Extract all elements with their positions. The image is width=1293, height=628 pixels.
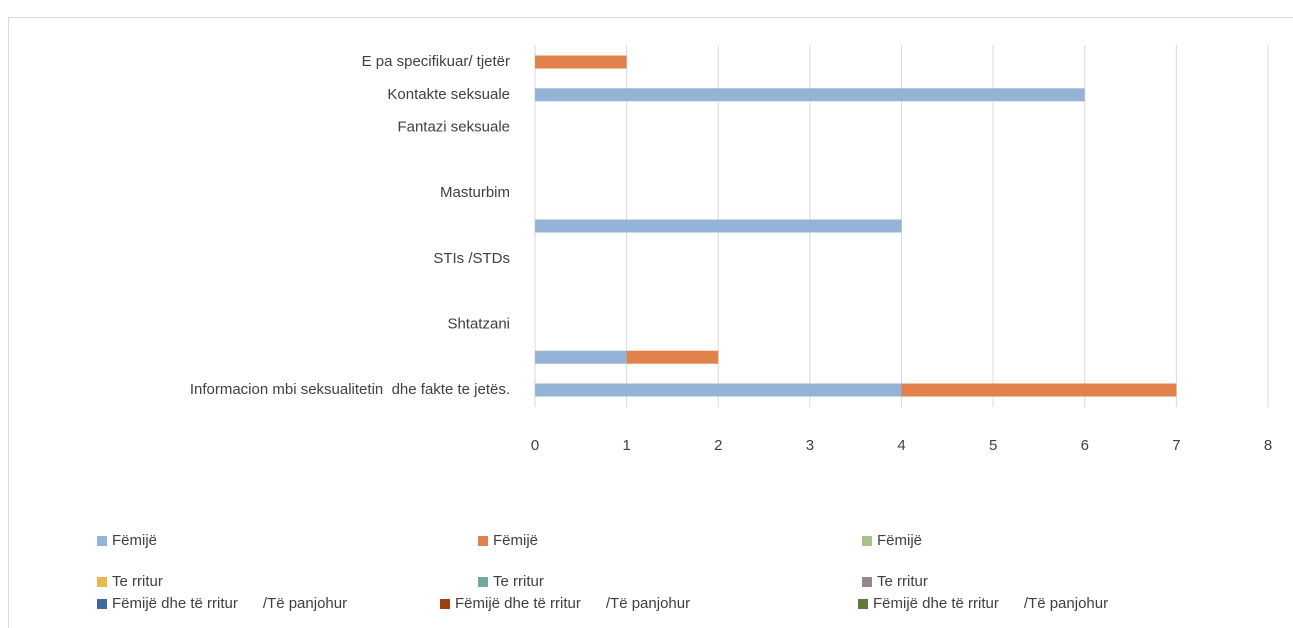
bar: [901, 383, 1177, 397]
legend-label: Fëmijë dhe të rritur /Të panjohur: [455, 595, 690, 612]
legend-swatch: [858, 599, 868, 609]
legend-swatch: [862, 577, 872, 587]
legend-label: Fëmijë dhe të rritur /Të panjohur: [112, 595, 347, 612]
x-tick-label: 0: [531, 437, 539, 454]
legend-label: Te rritur: [112, 573, 163, 590]
bar: [535, 383, 902, 397]
legend-label: Fëmijë: [877, 532, 922, 549]
legend-swatch: [440, 599, 450, 609]
legend-swatch: [478, 536, 488, 546]
legend-swatch: [478, 577, 488, 587]
legend-label: Te rritur: [493, 573, 544, 590]
bar: [535, 55, 627, 69]
y-tick-label: Shtatzani: [447, 315, 510, 332]
bar: [535, 219, 902, 233]
y-tick-label: Fantazi seksuale: [397, 119, 510, 136]
bar: [535, 88, 1085, 102]
legend-swatch: [862, 536, 872, 546]
y-tick-label: Kontakte seksuale: [387, 86, 510, 103]
y-tick-label: Informacion mbi seksualitetin dhe fakte …: [190, 381, 510, 398]
chart-frame: [8, 17, 1293, 628]
x-tick-label: 8: [1264, 437, 1272, 454]
bar: [626, 350, 719, 364]
x-tick-label: 5: [989, 437, 997, 454]
y-tick-label: E pa specifikuar/ tjetër: [362, 53, 510, 70]
legend-label: Te rritur: [877, 573, 928, 590]
bar: [535, 350, 627, 364]
legend-swatch: [97, 577, 107, 587]
y-tick-label: STIs /STDs: [433, 250, 510, 267]
legend-label: Fëmijë: [493, 532, 538, 549]
x-tick-label: 7: [1172, 437, 1180, 454]
x-tick-label: 3: [806, 437, 814, 454]
x-tick-label: 4: [897, 437, 905, 454]
x-tick-label: 6: [1081, 437, 1089, 454]
legend-label: Fëmijë dhe të rritur /Të panjohur: [873, 595, 1108, 612]
legend-swatch: [97, 599, 107, 609]
y-tick-label: Masturbim: [440, 184, 510, 201]
x-tick-label: 1: [622, 437, 630, 454]
legend-label: Fëmijë: [112, 532, 157, 549]
legend-swatch: [97, 536, 107, 546]
x-tick-label: 2: [714, 437, 722, 454]
